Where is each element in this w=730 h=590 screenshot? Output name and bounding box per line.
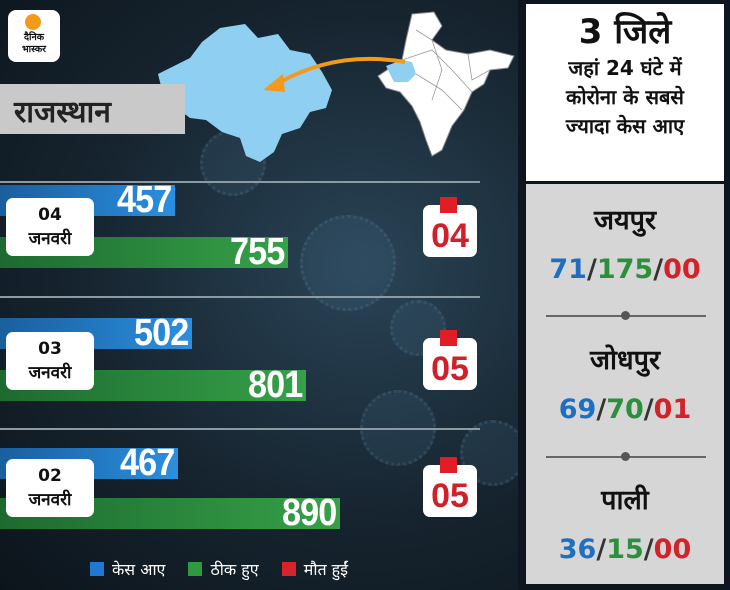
district-list: जयपुर 71/175/00 जोधपुर 69/70/01 पाली 36/… <box>526 184 724 584</box>
district-name: जोधपुर <box>526 340 724 377</box>
logo-line1: दैनिक <box>8 32 60 43</box>
recovered-value: 890 <box>282 492 336 535</box>
deaths-value: 05 <box>423 477 477 516</box>
deaths-value: 05 <box>423 350 477 389</box>
sun-icon <box>25 14 41 30</box>
divider <box>0 296 480 298</box>
cases-value: 467 <box>120 442 174 485</box>
date-label: 02 जनवरी <box>6 459 94 517</box>
flag-icon <box>440 457 457 473</box>
legend-item-cases: केस आए <box>90 558 165 580</box>
deaths-value: 04 <box>423 217 477 256</box>
date-month: जनवरी <box>6 361 94 385</box>
state-name: राजस्थान <box>14 90 111 131</box>
logo: दैनिक भास्कर <box>8 10 60 62</box>
sidebar-title-line: जहां 24 घंटे में <box>526 54 724 83</box>
recovered-value: 801 <box>248 364 302 407</box>
district-stats: 36/15/00 <box>526 534 724 565</box>
sidebar-title-big: 3 जिले <box>526 10 724 54</box>
deaths-box: 04 <box>423 205 477 257</box>
district-name: जयपुर <box>526 200 724 237</box>
cases-value: 457 <box>117 179 171 222</box>
chart-panel: दैनिक भास्कर राजस्थान 457 755 04 जनवरी 0… <box>0 0 518 590</box>
divider <box>0 428 480 430</box>
flag-icon <box>440 330 457 346</box>
district-name: पाली <box>526 480 724 517</box>
date-month: जनवरी <box>6 227 94 251</box>
divider <box>0 181 480 183</box>
sidebar-title-line: कोरोना के सबसे <box>526 83 724 112</box>
date-day: 03 <box>6 337 94 361</box>
recovered-value: 755 <box>230 231 284 274</box>
legend: केस आए ठीक हुए मौत हुईं <box>90 558 366 580</box>
date-day: 02 <box>6 464 94 488</box>
date-label: 04 जनवरी <box>6 198 94 256</box>
deaths-box: 05 <box>423 465 477 517</box>
sidebar-title: 3 जिले जहां 24 घंटे में कोरोना के सबसे ज… <box>526 4 724 181</box>
district-stats: 69/70/01 <box>526 394 724 425</box>
sidebar-title-line: ज्यादा केस आए <box>526 112 724 141</box>
logo-line2: भास्कर <box>8 44 60 55</box>
deaths-box: 05 <box>423 338 477 390</box>
date-label: 03 जनवरी <box>6 332 94 390</box>
flag-icon <box>440 197 457 213</box>
date-month: जनवरी <box>6 488 94 512</box>
legend-item-deaths: मौत हुईं <box>282 558 348 580</box>
district-sidebar: 3 जिले जहां 24 घंटे में कोरोना के सबसे ज… <box>518 0 730 590</box>
separator <box>546 315 706 317</box>
state-label: राजस्थान <box>0 84 185 134</box>
arrow-icon <box>255 50 415 100</box>
legend-item-recovered: ठीक हुए <box>188 558 258 580</box>
district-stats: 71/175/00 <box>526 254 724 285</box>
cases-value: 502 <box>134 312 188 355</box>
separator <box>546 456 706 458</box>
date-day: 04 <box>6 203 94 227</box>
